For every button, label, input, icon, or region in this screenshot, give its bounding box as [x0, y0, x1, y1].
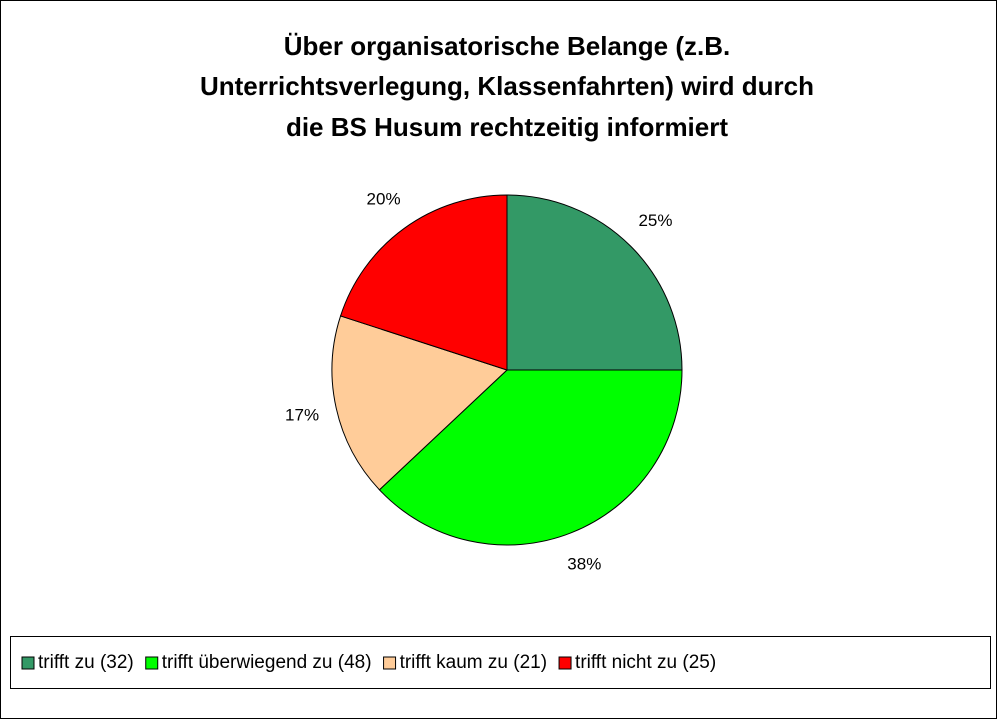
pie-slice	[506, 194, 683, 371]
data-label: 25%	[638, 211, 672, 230]
data-label: 38%	[567, 555, 601, 574]
legend-label: trifft zu (32)	[38, 652, 134, 673]
legend-marker	[558, 656, 572, 670]
legend-label: trifft nicht zu (25)	[575, 652, 716, 673]
legend-marker	[145, 656, 159, 670]
legend-marker	[383, 656, 397, 670]
legend-label: trifft überwiegend zu (48)	[162, 652, 372, 673]
data-label: 20%	[367, 190, 401, 209]
legend-label: trifft kaum zu (21)	[400, 652, 547, 673]
legend-marker	[21, 656, 35, 670]
pie-slice	[378, 369, 683, 546]
chart-title: Über organisatorische Belange (z.B.	[284, 31, 730, 61]
chart-title: die BS Husum rechtzeitig informiert	[286, 112, 728, 142]
pie-slice	[331, 315, 508, 491]
pie-slice	[339, 194, 508, 371]
data-label: 17%	[285, 405, 319, 424]
chart-title: Unterrichtsverlegung, Klassenfahrten) wi…	[200, 71, 814, 101]
legend-box	[10, 636, 991, 689]
